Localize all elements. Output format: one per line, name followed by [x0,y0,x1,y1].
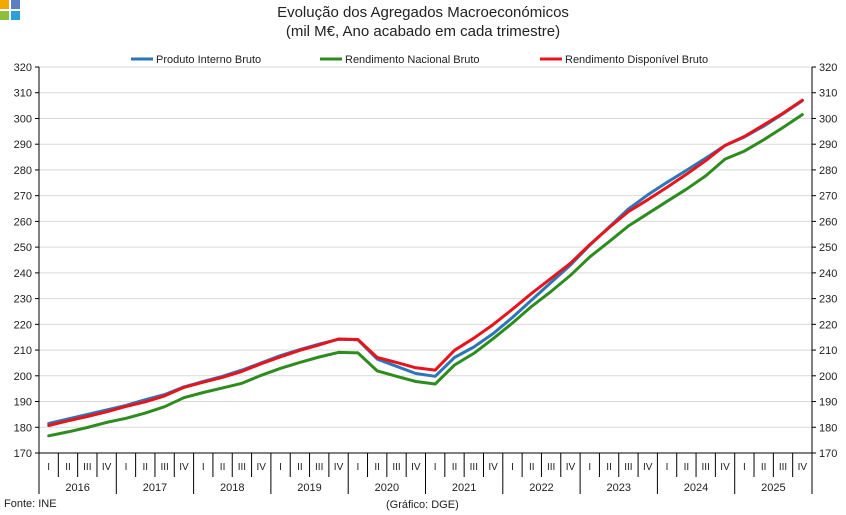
quarter-label: II [143,462,149,473]
quarter-label: I [279,462,282,473]
y-tick-label-left: 190 [14,397,32,409]
year-label: 2018 [220,482,244,494]
chart-subtitle: (mil M€, Ano acabado em cada trimestre) [285,23,561,40]
y-tick-label-right: 290 [819,139,837,151]
y-tick-label-right: 190 [819,397,837,409]
y-tick-label-right: 220 [819,319,837,331]
quarter-label: III [392,462,400,473]
year-label: 2016 [65,482,89,494]
quarter-label: III [779,462,787,473]
quarter-label: IV [488,462,498,473]
y-tick-label-left: 170 [14,448,32,460]
quarter-label: I [356,462,359,473]
quarter-label: III [83,462,91,473]
logo-square-3 [0,11,9,20]
y-tick-label-right: 260 [819,216,837,228]
y-tick-label-right: 310 [819,88,837,100]
year-label: 2025 [761,482,785,494]
logo-square-4 [11,11,20,20]
quarter-label: III [547,462,555,473]
y-tick-label-right: 210 [819,345,837,357]
y-tick-label-left: 320 [14,62,32,74]
quarter-label: II [606,462,612,473]
year-label: 2022 [529,482,553,494]
y-tick-label-left: 240 [14,268,32,280]
quarter-label: III [702,462,710,473]
chart-credit: (Gráfico: DGE) [386,499,459,511]
quarter-label: IV [720,462,730,473]
quarter-label: III [624,462,632,473]
y-tick-label-left: 180 [14,422,32,434]
y-tick-label-right: 250 [819,242,837,254]
year-label: 2023 [607,482,631,494]
y-tick-label-right: 230 [819,294,837,306]
quarter-label: IV [179,462,189,473]
quarter-label: IV [334,462,344,473]
quarter-label: I [125,462,128,473]
quarter-label: I [47,462,50,473]
logo-square-2 [11,0,20,9]
y-tick-label-right: 170 [819,448,837,460]
quarter-label: IV [257,462,267,473]
quarter-label: II [452,462,458,473]
y-tick-label-left: 250 [14,242,32,254]
series-line [47,98,804,427]
y-tick-label-left: 210 [14,345,32,357]
y-tick-label-right: 320 [819,62,837,74]
quarter-label: II [761,462,767,473]
year-label: 2021 [452,482,476,494]
y-tick-label-left: 260 [14,216,32,228]
series-line [47,113,804,438]
y-tick-label-left: 300 [14,113,32,125]
y-tick-label-left: 310 [14,88,32,100]
logo-square-1 [0,0,9,9]
quarter-label: II [65,462,71,473]
quarter-label: III [470,462,478,473]
y-tick-label-right: 180 [819,422,837,434]
quarter-label: II [220,462,226,473]
y-tick-label-right: 240 [819,268,837,280]
quarter-label: IV [566,462,576,473]
y-tick-label-right: 200 [819,371,837,383]
quarter-label: I [666,462,669,473]
year-label: 2024 [684,482,708,494]
chart-title: Evolução dos Agregados Macroeconómicos [277,4,569,21]
quarter-label: II [684,462,690,473]
quarter-label: II [529,462,535,473]
y-tick-label-left: 280 [14,165,32,177]
quarter-label: I [434,462,437,473]
quarter-label: I [743,462,746,473]
quarter-label: III [160,462,168,473]
y-tick-label-left: 220 [14,319,32,331]
y-tick-label-right: 270 [819,191,837,203]
year-label: 2019 [297,482,321,494]
legend-label: Produto Interno Bruto [156,54,261,66]
quarter-label: IV [798,462,808,473]
legend-label: Rendimento Disponível Bruto [565,54,708,66]
year-label: 2017 [143,482,167,494]
source-note: Fonte: INE [4,498,57,510]
y-tick-label-right: 280 [819,165,837,177]
quarter-label: I [588,462,591,473]
quarter-label: IV [102,462,112,473]
legend-label: Rendimento Nacional Bruto [345,54,480,66]
y-tick-label-left: 270 [14,191,32,203]
quarter-label: II [374,462,380,473]
quarter-label: III [315,462,323,473]
y-tick-label-left: 290 [14,139,32,151]
y-tick-label-left: 230 [14,294,32,306]
quarter-label: III [238,462,246,473]
quarter-label: I [511,462,514,473]
quarter-label: IV [643,462,653,473]
y-tick-label-left: 200 [14,371,32,383]
logo-icon [0,0,20,20]
y-tick-label-right: 300 [819,113,837,125]
series-line [47,99,804,425]
quarter-label: I [202,462,205,473]
quarter-label: II [297,462,303,473]
year-label: 2020 [375,482,399,494]
quarter-label: IV [411,462,421,473]
